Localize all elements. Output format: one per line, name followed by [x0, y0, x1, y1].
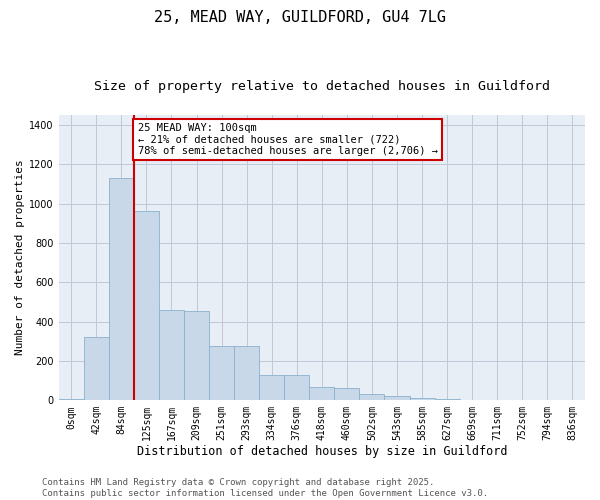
Bar	[410, 398, 434, 400]
Bar	[209, 346, 234, 400]
Bar	[334, 388, 359, 400]
Bar	[434, 399, 460, 400]
Bar	[84, 338, 109, 400]
Bar	[385, 396, 410, 400]
Bar	[259, 374, 284, 400]
Bar	[234, 346, 259, 400]
Bar	[109, 178, 134, 400]
Text: 25 MEAD WAY: 100sqm
← 21% of detached houses are smaller (722)
78% of semi-detac: 25 MEAD WAY: 100sqm ← 21% of detached ho…	[137, 123, 437, 156]
Text: 25, MEAD WAY, GUILDFORD, GU4 7LG: 25, MEAD WAY, GUILDFORD, GU4 7LG	[154, 10, 446, 25]
X-axis label: Distribution of detached houses by size in Guildford: Distribution of detached houses by size …	[137, 444, 507, 458]
Bar	[359, 394, 385, 400]
Y-axis label: Number of detached properties: Number of detached properties	[15, 160, 25, 356]
Bar	[309, 388, 334, 400]
Bar	[184, 310, 209, 400]
Title: Size of property relative to detached houses in Guildford: Size of property relative to detached ho…	[94, 80, 550, 93]
Bar	[159, 310, 184, 400]
Bar	[59, 399, 84, 400]
Bar	[134, 212, 159, 400]
Text: Contains HM Land Registry data © Crown copyright and database right 2025.
Contai: Contains HM Land Registry data © Crown c…	[42, 478, 488, 498]
Bar	[284, 374, 309, 400]
